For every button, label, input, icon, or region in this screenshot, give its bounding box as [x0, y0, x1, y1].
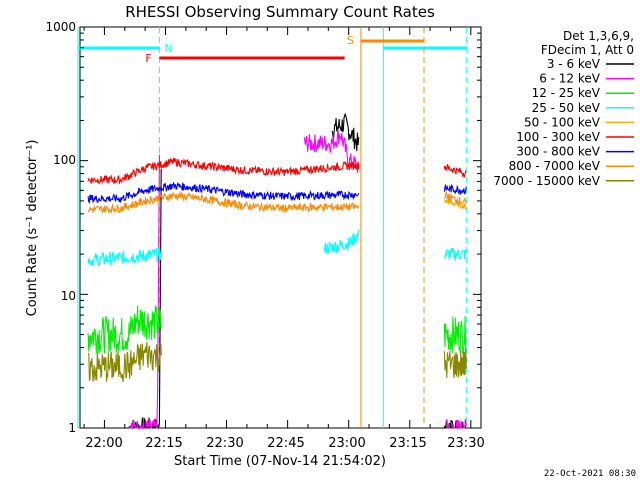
series-line — [331, 112, 360, 152]
legend-label: 7000 - 15000 keV — [493, 174, 600, 188]
footer-date: 22-Oct-2021 08:30 — [544, 469, 636, 479]
series-line — [303, 129, 359, 173]
series-line — [87, 181, 360, 204]
series-line — [443, 315, 467, 355]
series-line — [87, 247, 162, 267]
series-line — [444, 190, 467, 205]
series-layer — [87, 112, 468, 430]
series-line — [444, 198, 467, 211]
series-line — [443, 183, 467, 196]
y-tick-label: 1000 — [45, 20, 76, 34]
series-line — [87, 157, 360, 185]
chart-title: RHESSI Observing Summary Count Rates — [125, 3, 435, 21]
series-line — [323, 229, 360, 254]
series-line — [87, 305, 162, 354]
legend-label: 300 - 800 keV — [516, 145, 600, 159]
legend-label: 3 - 6 keV — [547, 57, 601, 71]
series-line — [128, 154, 160, 429]
legend-header: Det 1,3,6,9, — [563, 29, 634, 43]
flare-label: F — [145, 52, 151, 65]
legend-label: 12 - 25 keV — [532, 86, 601, 100]
y-tick-label: 10 — [61, 289, 76, 303]
saa-label: S — [347, 34, 354, 47]
series-line — [443, 164, 467, 178]
legend-label: 50 - 100 keV — [524, 115, 601, 129]
x-tick-label: 22:45 — [267, 436, 304, 451]
series-line — [87, 190, 360, 214]
series-line — [87, 342, 162, 382]
legend-label: 800 - 7000 keV — [509, 159, 601, 173]
x-tick-label: 23:30 — [447, 436, 484, 451]
axis-ticks — [80, 26, 481, 429]
x-tick-label: 23:00 — [328, 436, 365, 451]
x-tick-label: 22:30 — [206, 436, 243, 451]
series-line — [443, 349, 467, 379]
x-tick-label: 23:15 — [389, 436, 426, 451]
night-label: N — [164, 42, 172, 55]
plot-frame — [79, 26, 482, 429]
y-axis-label: Count Rate (s⁻¹ detector⁻¹) — [25, 140, 40, 317]
legend-label: 100 - 300 keV — [516, 130, 600, 144]
legend-label: 6 - 12 keV — [539, 72, 601, 86]
x-axis: 22:00 22:15 22:30 22:45 23:00 23:15 23:3… — [85, 436, 484, 451]
series-line — [444, 247, 467, 261]
legend-header: FDecim 1, Att 0 — [541, 43, 634, 57]
annotations: NF S — [77, 27, 468, 428]
x-tick-label: 22:00 — [85, 436, 122, 451]
x-tick-label: 22:15 — [145, 436, 182, 451]
y-tick-label: 100 — [53, 153, 76, 167]
series-line — [445, 418, 468, 429]
y-tick-label: 1 — [68, 421, 76, 435]
legend-label: 25 - 50 keV — [532, 101, 601, 115]
legend: Det 1,3,6,9, FDecim 1, Att 0 3 - 6 keV6 … — [493, 29, 634, 188]
series-line — [128, 168, 162, 430]
x-axis-label: Start Time (07-Nov-14 21:54:02) — [174, 454, 386, 469]
